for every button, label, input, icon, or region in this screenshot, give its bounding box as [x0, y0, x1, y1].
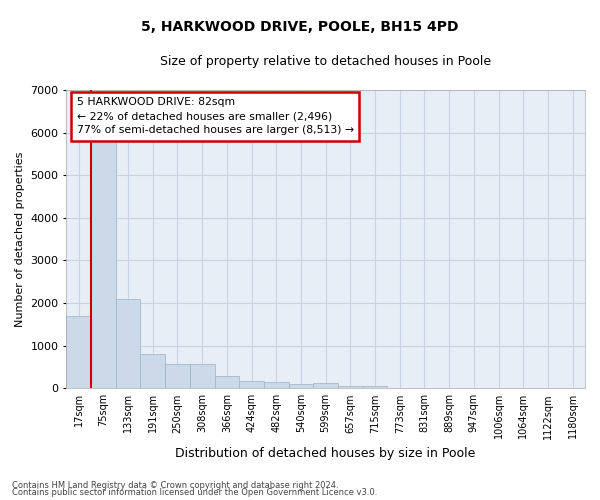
Text: Contains HM Land Registry data © Crown copyright and database right 2024.: Contains HM Land Registry data © Crown c… [12, 480, 338, 490]
Bar [190, 364, 215, 388]
Bar [116, 299, 140, 388]
Bar [67, 316, 91, 388]
Text: 5, HARKWOOD DRIVE, POOLE, BH15 4PD: 5, HARKWOOD DRIVE, POOLE, BH15 4PD [141, 20, 459, 34]
Bar [165, 364, 190, 388]
Bar [239, 381, 264, 388]
Title: Size of property relative to detached houses in Poole: Size of property relative to detached ho… [160, 55, 491, 68]
Bar [91, 137, 116, 388]
Bar [338, 386, 363, 388]
X-axis label: Distribution of detached houses by size in Poole: Distribution of detached houses by size … [175, 447, 476, 460]
Bar [363, 386, 388, 388]
Bar [313, 383, 338, 388]
Text: Contains public sector information licensed under the Open Government Licence v3: Contains public sector information licen… [12, 488, 377, 497]
Bar [215, 376, 239, 388]
Bar [289, 384, 313, 388]
Bar [140, 354, 165, 388]
Bar [264, 382, 289, 388]
Y-axis label: Number of detached properties: Number of detached properties [15, 152, 25, 327]
Text: 5 HARKWOOD DRIVE: 82sqm
← 22% of detached houses are smaller (2,496)
77% of semi: 5 HARKWOOD DRIVE: 82sqm ← 22% of detache… [77, 98, 354, 136]
